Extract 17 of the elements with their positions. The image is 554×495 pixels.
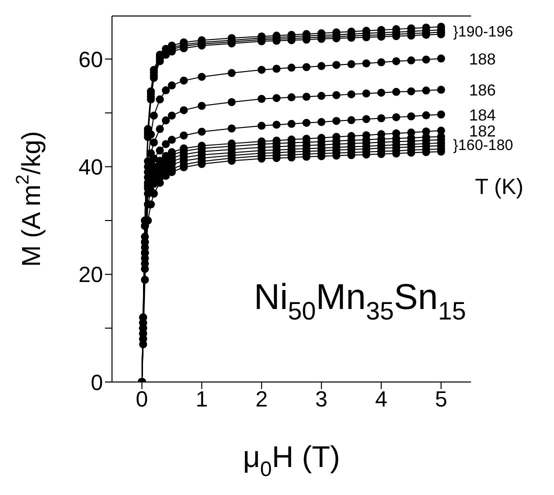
annotation: Ni$_{50}$Mn$_{35}$Sn$_{15}$ (254, 276, 466, 326)
x-tick-label: 3 (315, 386, 328, 412)
y-tick-label: 20 (78, 262, 103, 288)
x-tick-label: 1 (196, 386, 208, 412)
series-label: 188 (469, 52, 496, 69)
series-label: 186 (469, 82, 496, 100)
y-tick-label: 0 (90, 370, 103, 395)
y-tick-label: 60 (78, 46, 103, 72)
x-tick-label: 4 (375, 386, 388, 412)
annotation: }190-196 (453, 24, 514, 41)
x-axis-title: μ$_{0}$H (T) (242, 441, 340, 481)
legend-title: T (K) (475, 174, 524, 200)
x-tick-label: 0 (136, 386, 148, 412)
y-tick-label: 40 (78, 154, 103, 180)
series-label: 184 (469, 107, 496, 124)
x-tick-label: 2 (255, 386, 268, 412)
x-tick-label: 5 (434, 386, 448, 412)
